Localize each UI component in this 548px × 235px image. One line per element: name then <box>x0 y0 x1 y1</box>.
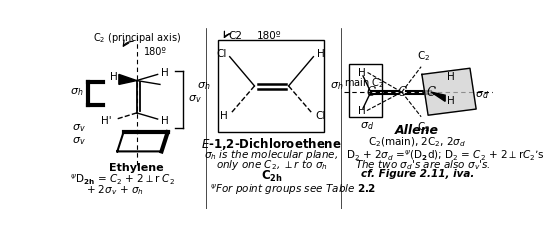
Bar <box>218 40 324 132</box>
Text: D$_2$ + 2$\sigma_d$ =$^{\psi}$(D$_\mathbf{2}$d); D$_2$ = $C_2$ + 2$\perp$r$C_2$’: D$_2$ + 2$\sigma_d$ =$^{\psi}$(D$_\mathb… <box>346 148 545 161</box>
Text: 180º: 180º <box>257 31 282 40</box>
Text: H: H <box>358 68 366 78</box>
Text: $\sigma_d$: $\sigma_d$ <box>475 89 489 101</box>
Text: $\mathbf{C_{2h}}$: $\mathbf{C_{2h}}$ <box>261 169 282 184</box>
Text: H: H <box>317 49 324 59</box>
Text: C$_2$ (principal axis): C$_2$ (principal axis) <box>93 31 181 44</box>
Text: 180º: 180º <box>144 47 167 57</box>
Text: + 2$\sigma_v$ + $\sigma_h$: + 2$\sigma_v$ + $\sigma_h$ <box>85 183 143 197</box>
Text: H: H <box>110 72 117 82</box>
Text: The two $\sigma_d$'s are also $\sigma_v$'s.: The two $\sigma_d$'s are also $\sigma_v$… <box>355 158 491 172</box>
Polygon shape <box>431 92 445 101</box>
Text: $\sigma_h$: $\sigma_h$ <box>330 80 344 92</box>
Text: C: C <box>427 86 436 99</box>
Text: Cl: Cl <box>315 111 326 121</box>
Text: $E$-1,2-Dichloroethene: $E$-1,2-Dichloroethene <box>201 136 342 152</box>
Text: H: H <box>447 72 454 82</box>
Text: cf. Figure 2.11, iva.: cf. Figure 2.11, iva. <box>362 169 475 179</box>
Text: H: H <box>162 116 169 126</box>
Text: $\sigma_h$: $\sigma_h$ <box>70 86 83 98</box>
Text: $\sigma_h$: $\sigma_h$ <box>197 80 210 92</box>
Text: Cl: Cl <box>216 49 227 59</box>
Text: C$_2$: C$_2$ <box>417 49 430 63</box>
Text: $\sigma_h$ is the molecular plane,: $\sigma_h$ is the molecular plane, <box>204 148 339 161</box>
Text: only one C$_2$, $\perp$r to $\sigma_h$: only one C$_2$, $\perp$r to $\sigma_h$ <box>215 158 328 172</box>
Text: $\sigma_d$: $\sigma_d$ <box>360 121 374 132</box>
Text: $\sigma_v$: $\sigma_v$ <box>188 93 202 105</box>
Bar <box>349 64 383 117</box>
Text: $^{\psi}$D$_{\mathbf{2h}}$ = $C_2$ + 2$\perp$r $C_2$: $^{\psi}$D$_{\mathbf{2h}}$ = $C_2$ + 2$\… <box>70 173 175 187</box>
Text: Ethylene: Ethylene <box>110 163 164 173</box>
Text: $^{\psi}$For point groups see Table $\mathbf{2.2}$: $^{\psi}$For point groups see Table $\ma… <box>210 182 376 197</box>
Text: $\sigma_v$: $\sigma_v$ <box>72 136 86 147</box>
Text: main C$_2$: main C$_2$ <box>344 76 384 90</box>
Text: C$_2$(main), 2C$_2$, 2$\sigma_d$: C$_2$(main), 2C$_2$, 2$\sigma_d$ <box>368 135 466 149</box>
Text: Allene: Allene <box>395 125 439 137</box>
Polygon shape <box>422 68 476 115</box>
Text: H: H <box>162 68 169 78</box>
Text: C: C <box>397 86 406 99</box>
Text: $\sigma_v$: $\sigma_v$ <box>72 122 86 134</box>
Text: C$_2$: C$_2$ <box>417 120 430 134</box>
Text: H': H' <box>101 116 112 126</box>
Text: H: H <box>220 111 228 121</box>
Polygon shape <box>119 74 136 84</box>
Text: H: H <box>447 96 454 106</box>
Text: H: H <box>358 106 366 116</box>
Text: C: C <box>366 86 375 99</box>
Text: C2: C2 <box>228 31 242 40</box>
